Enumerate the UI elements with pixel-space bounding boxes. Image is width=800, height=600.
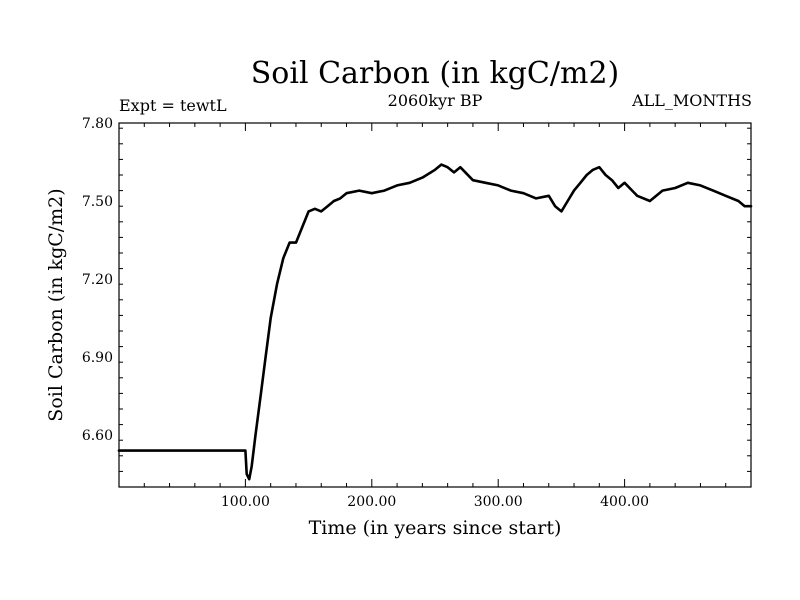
y-tick-label: 6.90 bbox=[82, 350, 113, 366]
months-label: ALL_MONTHS bbox=[631, 91, 752, 110]
y-tick-label: 7.80 bbox=[82, 116, 113, 132]
experiment-label: Expt = tewtL bbox=[119, 96, 227, 115]
y-axis-label: Soil Carbon (in kgC/m2) bbox=[45, 188, 67, 421]
x-tick-label: 300.00 bbox=[474, 494, 523, 510]
y-tick-label: 7.20 bbox=[82, 272, 113, 288]
x-tick-label: 200.00 bbox=[347, 494, 396, 510]
soil-carbon-series-line bbox=[117, 163, 753, 481]
period-label: 2060kyr BP bbox=[388, 91, 483, 110]
plot-frame bbox=[118, 122, 752, 488]
y-tick-label: 7.50 bbox=[82, 194, 113, 210]
y-tick-label: 6.60 bbox=[82, 428, 113, 444]
x-tick-label: 100.00 bbox=[221, 494, 270, 510]
chart-title: Soil Carbon (in kgC/m2) bbox=[251, 56, 619, 91]
x-axis-label: Time (in years since start) bbox=[309, 517, 562, 539]
x-tick-label: 400.00 bbox=[600, 494, 649, 510]
